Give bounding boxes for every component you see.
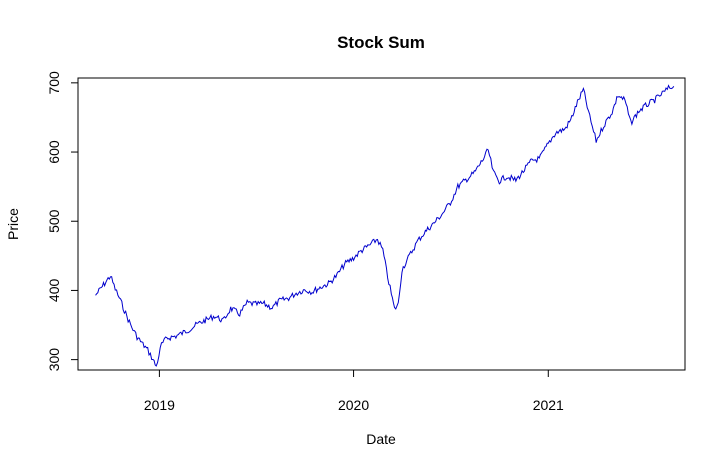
y-tick-label: 400: [46, 279, 62, 303]
y-tick-label: 700: [46, 71, 62, 95]
series-line: [95, 84, 675, 367]
chart-title: Stock Sum: [337, 33, 425, 52]
y-tick-label: 300: [46, 348, 62, 372]
plot-frame: [77, 77, 686, 371]
y-axis-label: Price: [5, 208, 21, 240]
y-tick-label: 600: [46, 140, 62, 164]
x-tick-label: 2019: [144, 397, 175, 413]
x-tick-label: 2021: [533, 397, 564, 413]
x-tick-label: 2020: [338, 397, 369, 413]
tick-group: 2019 2020 2021 300 400 500 600 700: [46, 71, 564, 413]
y-tick-label: 500: [46, 209, 62, 233]
x-axis-label: Date: [366, 431, 396, 447]
